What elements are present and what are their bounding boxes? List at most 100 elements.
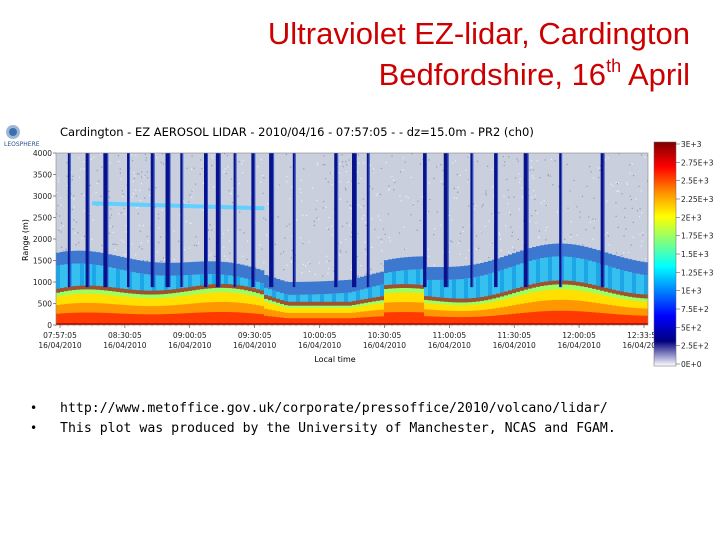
heat-cell [56,265,61,293]
heat-cell [472,316,477,325]
heat-cell [536,246,541,259]
speckle [229,252,231,254]
speckle [507,189,509,191]
heat-cell [269,153,274,288]
heat-cell [127,153,130,288]
colorbar-label: 0E+0 [681,360,702,369]
speckle [477,247,480,249]
heat-cell [215,153,220,288]
heat-cell [376,285,381,301]
speckle [598,176,600,179]
speckle [357,275,359,277]
speckle [339,198,342,200]
x-tick-time: 11:00:05 [432,331,466,340]
heat-cell [352,153,356,288]
heat-cell [497,153,499,288]
heat-cell [212,274,217,289]
speckle [285,153,288,156]
heat-cell [372,297,377,302]
speckle [458,242,460,244]
speckle [442,169,444,172]
heat-cell [308,294,313,306]
speckle [341,154,343,156]
heat-cell [604,287,609,292]
heat-cell [628,272,633,297]
speckle [57,178,59,180]
heat-cell [364,288,369,303]
heat-cell [366,153,369,288]
speckle [327,272,329,274]
speckle [537,236,539,238]
speckle [119,172,121,174]
heat-cell [208,284,213,289]
heat-cell [244,205,249,210]
speckle [380,241,383,244]
speckle [109,225,112,227]
heat-cell [380,271,385,285]
speckle [384,233,386,235]
speckle [58,181,60,183]
speckle [72,228,74,230]
speckle [411,153,413,155]
heat-cell [128,313,133,325]
speckle [451,241,453,243]
heat-cell [308,281,313,295]
speckle [550,158,553,160]
speckle [241,163,243,165]
heat-cell [316,281,321,295]
heat-cell [116,313,121,325]
heat-cell [220,274,225,288]
speckle [345,239,347,241]
speckle [196,245,198,247]
heat-cell [628,259,633,273]
heat-cell [132,272,137,294]
speckle [350,268,352,271]
heat-cell [153,153,155,288]
heat-cell [452,279,457,303]
speckle [357,204,360,206]
heat-cell [416,312,421,325]
heat-cell [356,277,361,291]
speckle [531,175,533,177]
speckle [154,153,157,155]
speckle [351,265,353,267]
heat-cell [248,287,253,292]
speckle [528,188,530,190]
colorbar-label: 1.25E+3 [681,268,714,277]
heat-cell [488,295,493,300]
heat-cell [116,202,121,207]
colorbar-label: 2.5E+3 [681,177,709,186]
speckle [189,194,191,196]
heat-cell [584,283,589,288]
speckle [191,155,193,157]
speckle [349,224,351,226]
y-tick-label: 1000 [33,278,52,287]
speckle [640,190,642,192]
speckle [257,165,259,168]
heat-cell [108,267,113,291]
speckle [314,273,316,276]
heat-cell [568,256,573,285]
speckle [507,251,510,253]
speckle [549,175,551,177]
heat-cell [568,280,573,285]
y-tick-label: 3500 [33,171,52,180]
speckle [131,154,133,156]
speckle [158,217,160,219]
heat-cell [460,279,465,303]
heat-cell [428,267,433,280]
heat-cell [120,269,125,293]
heat-cell [436,297,441,302]
heat-cell [292,318,297,325]
bullet-url[interactable]: http://www.metoffice.gov.uk/corporate/pr… [60,400,608,416]
speckle [108,232,110,235]
heat-cell [604,313,609,325]
speckle [93,156,95,158]
speckle [617,190,620,192]
speckle [243,232,245,234]
heat-cell [364,317,369,325]
speckle [193,244,196,246]
speckle [207,229,210,231]
speckle [65,248,67,250]
heat-cell [561,153,563,288]
